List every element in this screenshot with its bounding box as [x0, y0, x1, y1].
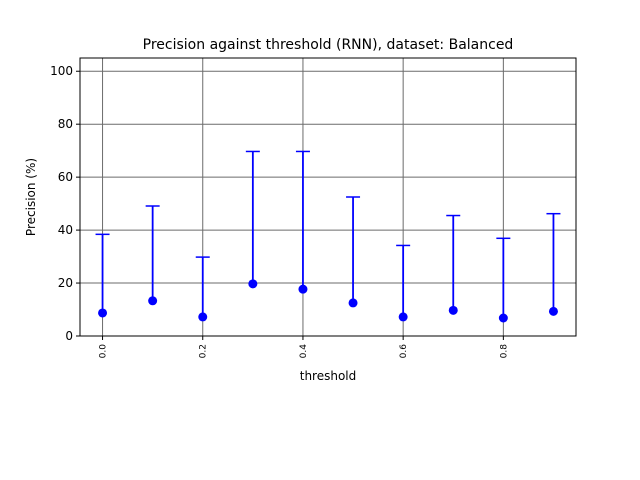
data-point — [198, 312, 208, 322]
data-point — [148, 296, 158, 306]
x-axis-ticks: 0.0 0.2 0.4 0.6 0.8 — [99, 336, 509, 359]
data-point — [398, 312, 408, 322]
data-point — [348, 298, 358, 308]
y-tick-label: 60 — [58, 170, 73, 184]
data-point — [548, 306, 558, 316]
data-point — [298, 284, 308, 294]
y-tick-label: 40 — [58, 223, 73, 237]
x-tick-label: 0.2 — [199, 344, 209, 358]
grid-lines — [80, 58, 576, 337]
x-axis-label: threshold — [300, 369, 357, 383]
data-point — [448, 305, 458, 315]
x-tick-label: 0.8 — [499, 344, 509, 359]
x-tick-label: 0.0 — [99, 344, 109, 359]
plot-frame — [79, 57, 577, 337]
y-tick-label: 20 — [58, 276, 73, 290]
chart-title: Precision against threshold (RNN), datas… — [143, 37, 514, 53]
y-axis-ticks: 0 20 40 60 80 100 — [50, 64, 80, 343]
y-tick-label: 0 — [65, 329, 73, 343]
y-tick-label: 100 — [50, 64, 73, 78]
data-point — [98, 308, 108, 318]
error-bars — [95, 150, 561, 318]
data-points — [98, 279, 558, 323]
x-tick-label: 0.6 — [399, 344, 409, 359]
y-axis-label: Precision (%) — [24, 158, 38, 236]
data-point — [248, 279, 258, 289]
y-tick-label: 80 — [58, 117, 73, 131]
data-point — [498, 313, 508, 323]
x-tick-label: 0.4 — [299, 344, 309, 359]
